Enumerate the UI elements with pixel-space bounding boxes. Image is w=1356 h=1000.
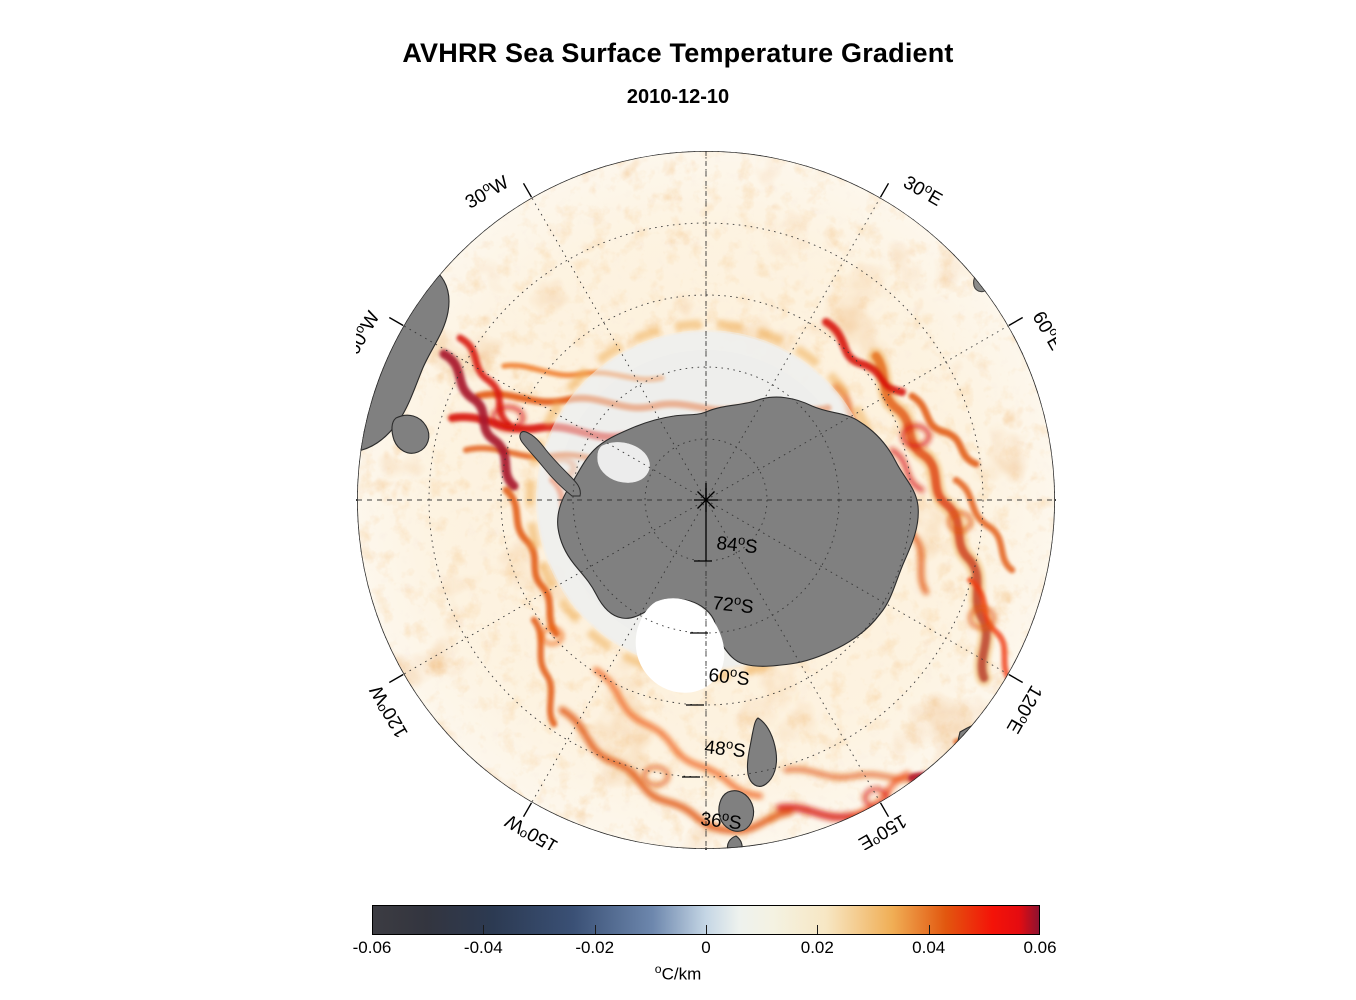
- colorbar-tick-label: -0.02: [575, 938, 615, 957]
- colorbar-tick-label: -0.04: [463, 938, 503, 957]
- lon-label-120W: 120oW: [363, 681, 413, 743]
- colorbar-tick: [817, 925, 819, 934]
- colorbar-tick-label: -0.06: [352, 938, 392, 957]
- lat-label-84S: 84oS: [715, 530, 758, 559]
- lat-label-36S: 36oS: [699, 806, 742, 835]
- graticule: [357, 151, 1055, 849]
- lon-label-30E: 30oE: [900, 169, 948, 211]
- lat-label-48S: 48oS: [703, 734, 746, 763]
- page-title: AVHRR Sea Surface Temperature Gradient: [402, 38, 954, 68]
- colorbar-tick: [594, 925, 596, 934]
- figure-subtitle: 2010-12-10: [626, 86, 730, 108]
- lat-label-72S: 72oS: [711, 590, 754, 619]
- map-svg: 0o 30oE 60oE 90oE 120oE 150oE: [356, 151, 1056, 850]
- colorbar-tick-label: 0.02: [800, 938, 834, 957]
- antarctica-landmass: [519, 396, 919, 693]
- lon-label-30W: 30oW: [460, 169, 512, 213]
- lon-label-60W: 60oW: [356, 306, 384, 358]
- colorbar-tick: [483, 925, 485, 934]
- colorbar-tick-label: 0.06: [1023, 938, 1057, 957]
- lat-label-60S: 60oS: [707, 662, 750, 691]
- colorbar: -0.06 -0.04 -0.02 0 0.02 0.04 0.06 oC/km: [0, 900, 1356, 1000]
- polar-map: 0o 30oE 60oE 90oE 120oE 150oE: [356, 150, 1056, 850]
- colorbar-tick: [928, 925, 930, 934]
- lon-label-120E: 120oE: [1002, 682, 1049, 739]
- sst-gradient-field: [357, 151, 1055, 849]
- lon-label-150W: 150oW: [500, 810, 562, 850]
- latitude-labels: 84oS 72oS 60oS 48oS 36oS: [699, 530, 758, 835]
- colorbar-tick-label: 0: [701, 938, 711, 957]
- lon-label-150E: 150oE: [855, 810, 912, 850]
- colorbar-tick-label: 0.04: [912, 938, 946, 957]
- longitude-ticks: [356, 182, 1056, 850]
- colorbar-tick: [706, 925, 707, 934]
- colorbar-unit-label: oC/km: [654, 962, 702, 984]
- lon-label-60E: 60oE: [1028, 306, 1056, 354]
